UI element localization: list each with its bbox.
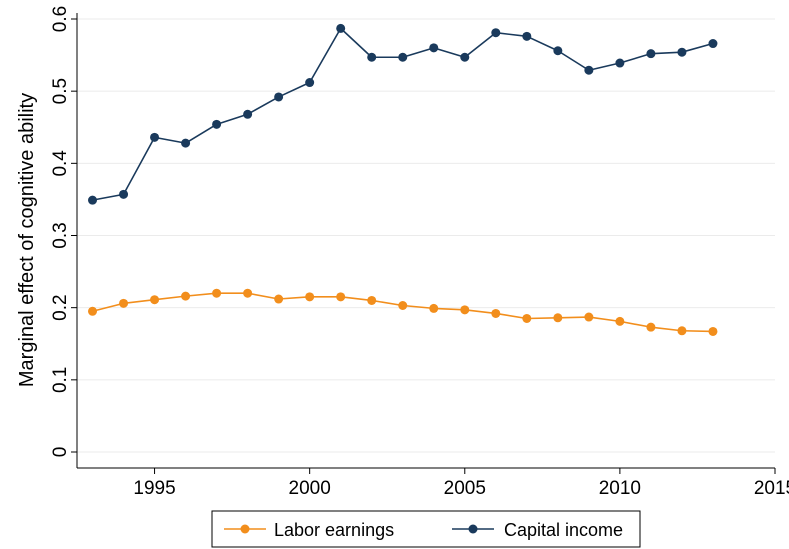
- data-point-capital-income: [708, 39, 718, 49]
- data-point-capital-income: [305, 78, 315, 88]
- data-point-labor-earnings: [677, 326, 687, 336]
- legend-box: [211, 510, 641, 548]
- y-axis-title: Marginal effect of cognitive ability: [16, 93, 38, 387]
- legend-marker-labor-earnings: [240, 524, 250, 534]
- data-point-labor-earnings: [367, 295, 377, 305]
- y-tick-label: 0.6: [50, 6, 71, 32]
- data-point-capital-income: [243, 109, 253, 119]
- x-axis-ticks: 1995 2000 2005 2010 2015: [133, 468, 789, 499]
- y-tick-label: 0.3: [50, 222, 71, 248]
- series-capital-income: [88, 23, 718, 205]
- y-tick-label: 0: [50, 447, 71, 458]
- data-point-labor-earnings: [181, 291, 191, 301]
- y-tick-label: 0.2: [50, 294, 71, 320]
- data-point-labor-earnings: [553, 313, 563, 323]
- data-point-capital-income: [336, 23, 346, 33]
- legend-label-capital-income: Capital income: [504, 520, 623, 540]
- data-point-labor-earnings: [305, 292, 315, 302]
- x-tick-label: 1995: [133, 478, 175, 499]
- data-point-capital-income: [119, 189, 129, 199]
- data-point-labor-earnings: [88, 306, 98, 316]
- data-point-labor-earnings: [646, 322, 656, 332]
- y-tick-label: 0.5: [50, 78, 71, 104]
- data-point-labor-earnings: [584, 312, 594, 322]
- data-point-capital-income: [88, 195, 98, 205]
- data-point-labor-earnings: [150, 295, 160, 305]
- legend: Labor earnings Capital income: [211, 510, 641, 548]
- data-point-capital-income: [150, 132, 160, 142]
- legend-marker-capital-income: [468, 524, 478, 534]
- data-point-labor-earnings: [615, 316, 625, 326]
- data-point-capital-income: [398, 52, 408, 62]
- data-point-labor-earnings: [243, 288, 253, 298]
- y-axis-ticks: 0 0.1 0.2 0.3 0.4 0.5 0.6: [50, 6, 77, 458]
- x-tick-label: 2015: [754, 478, 789, 499]
- data-point-labor-earnings: [398, 301, 408, 311]
- data-point-capital-income: [491, 28, 501, 38]
- data-point-labor-earnings: [460, 305, 470, 315]
- data-point-capital-income: [460, 52, 470, 62]
- data-point-capital-income: [181, 138, 191, 148]
- axes: [76, 13, 775, 469]
- data-point-capital-income: [646, 49, 656, 59]
- data-point-labor-earnings: [119, 298, 129, 308]
- data-point-capital-income: [429, 43, 439, 53]
- data-point-capital-income: [212, 119, 222, 129]
- x-tick-label: 2010: [599, 478, 641, 499]
- gridlines: [77, 18, 775, 453]
- data-point-capital-income: [615, 58, 625, 68]
- x-tick-label: 2000: [289, 478, 331, 499]
- data-point-capital-income: [584, 65, 594, 75]
- data-point-capital-income: [274, 92, 284, 102]
- data-point-capital-income: [367, 52, 377, 62]
- series-labor-earnings: [88, 288, 718, 336]
- data-point-labor-earnings: [708, 326, 718, 336]
- data-point-labor-earnings: [522, 313, 532, 323]
- data-point-capital-income: [677, 47, 687, 57]
- data-point-labor-earnings: [491, 308, 501, 318]
- legend-label-labor-earnings: Labor earnings: [274, 520, 394, 540]
- x-tick-label: 2005: [444, 478, 486, 499]
- series: [88, 23, 718, 336]
- data-point-capital-income: [522, 31, 532, 41]
- data-point-labor-earnings: [429, 303, 439, 313]
- data-point-capital-income: [553, 46, 563, 56]
- data-point-labor-earnings: [212, 288, 222, 298]
- data-point-labor-earnings: [336, 292, 346, 302]
- y-tick-label: 0.1: [50, 367, 71, 393]
- y-tick-label: 0.4: [50, 150, 71, 177]
- data-point-labor-earnings: [274, 294, 284, 304]
